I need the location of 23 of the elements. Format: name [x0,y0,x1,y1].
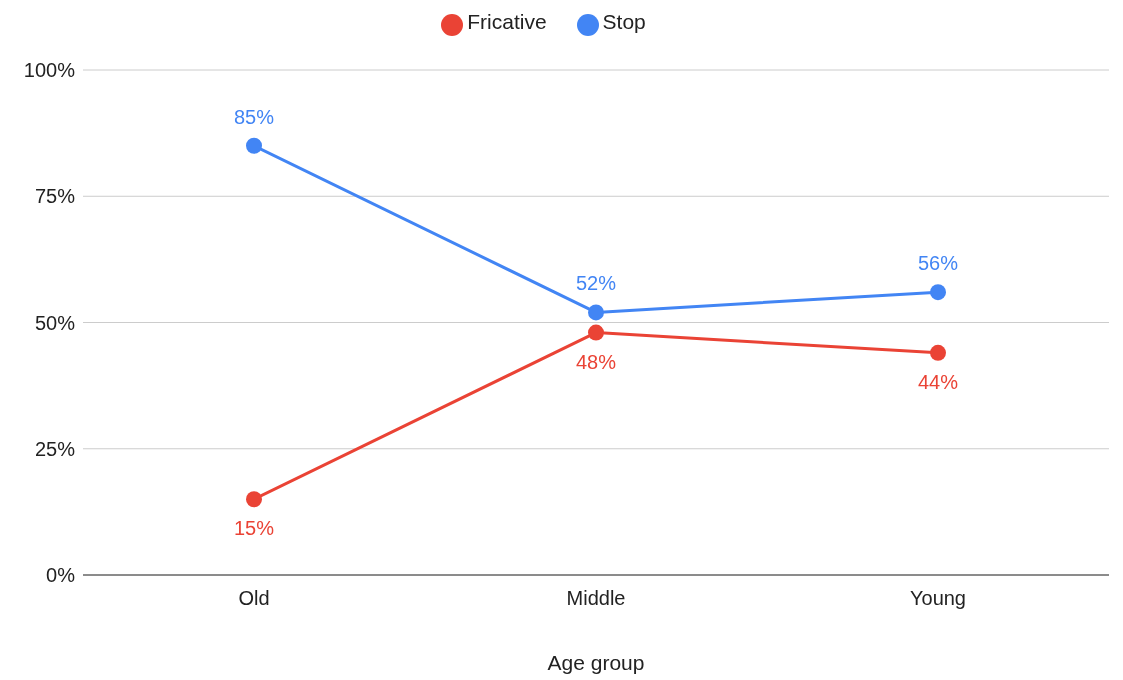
x-tick-label: Young [910,587,966,610]
point [930,284,946,301]
data-label: 15% [233,517,275,540]
y-tick-label: 50% [34,311,76,334]
data-label: 85% [233,105,275,128]
legend-label: Stop [602,10,646,33]
point [930,344,946,361]
y-tick-label: 75% [34,185,76,208]
legend-label: Fricative [467,10,547,33]
point [588,304,604,321]
data-label: 44% [917,371,959,393]
x-tick-label: Old [238,587,270,610]
x-axis-title: Age group [547,651,645,674]
data-label: 56% [917,252,959,275]
data-label: 52% [575,272,617,295]
data-label: 48% [575,350,617,373]
point [588,324,604,341]
y-tick-label: 0% [46,564,76,587]
x-tick-label: Middle [566,587,626,610]
point [246,137,262,154]
point [246,491,262,508]
y-tick-label: 25% [34,437,76,460]
y-tick-label: 100% [23,59,76,82]
